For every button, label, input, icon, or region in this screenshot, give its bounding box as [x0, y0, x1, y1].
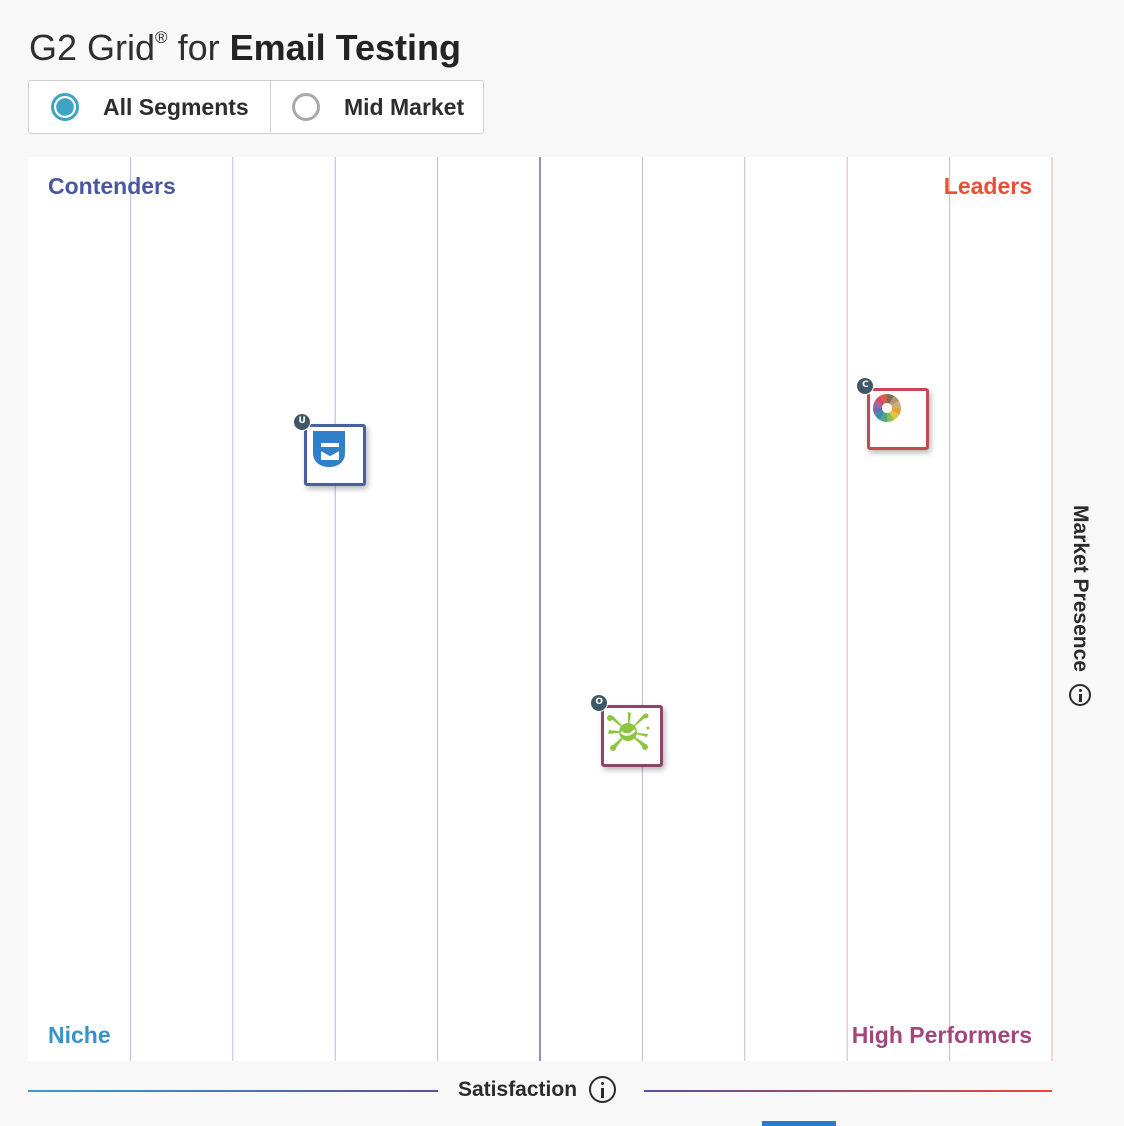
radio-unselected-icon[interactable] [292, 93, 320, 121]
y-axis-label: Market Presence [1068, 505, 1092, 706]
segment-selector: All Segments Mid Market [28, 80, 484, 134]
product-point[interactable]: C [856, 377, 930, 451]
radio-selected-icon[interactable] [51, 93, 79, 121]
segment-all-segments[interactable]: All Segments [29, 81, 271, 133]
quadrant-niche: Niche [48, 1022, 111, 1048]
page-title: G2 Grid® for Email Testing [29, 27, 462, 68]
product-point[interactable]: O [590, 693, 664, 767]
x-axis-line-right [644, 1090, 1052, 1092]
product-point[interactable]: U [293, 413, 367, 487]
segment-mid-market[interactable]: Mid Market [271, 81, 483, 133]
x-axis-line-left [28, 1090, 438, 1092]
product-badge: U [293, 413, 312, 432]
info-icon[interactable] [589, 1076, 617, 1103]
product-badge: O [590, 693, 609, 712]
quadrant-leaders: Leaders [943, 173, 1032, 199]
product-badge: C [856, 377, 875, 396]
quadrant-contenders: Contenders [48, 173, 176, 199]
bottom-tab-indicator [762, 1121, 836, 1126]
info-icon[interactable] [1069, 683, 1091, 706]
x-axis: Satisfaction [28, 1070, 1052, 1114]
segment-label: Mid Market [344, 93, 465, 120]
grid-chart: Contenders Leaders Niche High Performers… [26, 156, 1053, 1062]
category-name: Email Testing [229, 27, 462, 68]
grid-lines [26, 156, 1053, 1062]
segment-label: All Segments [103, 93, 249, 120]
quadrant-high-performers: High Performers [851, 1022, 1032, 1048]
x-axis-label: Satisfaction [458, 1076, 617, 1103]
